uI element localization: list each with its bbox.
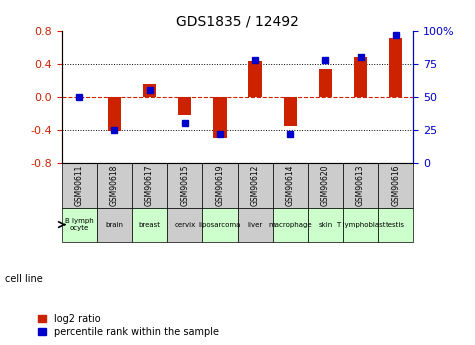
Bar xyxy=(248,61,262,97)
Bar xyxy=(238,162,273,208)
Text: GSM90618: GSM90618 xyxy=(110,165,119,206)
Bar xyxy=(97,208,132,242)
Title: GDS1835 / 12492: GDS1835 / 12492 xyxy=(176,14,299,29)
Text: GSM90620: GSM90620 xyxy=(321,164,330,206)
Text: GSM90614: GSM90614 xyxy=(286,164,294,206)
Bar xyxy=(167,162,202,208)
Text: GSM90617: GSM90617 xyxy=(145,164,154,206)
Text: GSM90616: GSM90616 xyxy=(391,164,400,206)
Bar xyxy=(97,162,132,208)
Text: T lymphoblast: T lymphoblast xyxy=(336,221,385,228)
Text: liposarcoma: liposarcoma xyxy=(199,221,241,228)
Bar xyxy=(238,208,273,242)
Bar xyxy=(354,57,367,97)
Text: GSM90611: GSM90611 xyxy=(75,165,84,206)
Bar xyxy=(308,208,343,242)
Text: B lymph
ocyte: B lymph ocyte xyxy=(65,218,94,231)
Bar xyxy=(389,38,402,97)
Bar xyxy=(319,69,332,97)
Bar xyxy=(132,208,167,242)
Text: cervix: cervix xyxy=(174,221,195,228)
Bar xyxy=(202,208,238,242)
Text: liver: liver xyxy=(247,221,263,228)
Bar xyxy=(343,208,378,242)
Text: GSM90612: GSM90612 xyxy=(251,165,259,206)
Text: GSM90615: GSM90615 xyxy=(180,164,189,206)
Bar xyxy=(143,85,156,97)
Bar xyxy=(284,97,297,126)
Text: skin: skin xyxy=(318,221,332,228)
Bar xyxy=(132,162,167,208)
Bar xyxy=(62,162,97,208)
Text: brain: brain xyxy=(105,221,124,228)
Bar xyxy=(202,162,238,208)
Legend: log2 ratio, percentile rank within the sample: log2 ratio, percentile rank within the s… xyxy=(38,314,218,337)
Text: cell line: cell line xyxy=(5,275,42,284)
Bar xyxy=(273,208,308,242)
Bar xyxy=(308,162,343,208)
Bar xyxy=(343,162,378,208)
Text: macrophage: macrophage xyxy=(268,221,312,228)
Text: GSM90613: GSM90613 xyxy=(356,164,365,206)
Bar xyxy=(167,208,202,242)
Bar xyxy=(213,97,227,138)
Bar xyxy=(178,97,191,115)
Text: testis: testis xyxy=(386,221,405,228)
Bar xyxy=(62,208,97,242)
Bar xyxy=(378,162,413,208)
Bar xyxy=(273,162,308,208)
Text: breast: breast xyxy=(139,221,161,228)
Bar xyxy=(108,97,121,131)
Text: GSM90619: GSM90619 xyxy=(216,164,224,206)
Bar xyxy=(378,208,413,242)
